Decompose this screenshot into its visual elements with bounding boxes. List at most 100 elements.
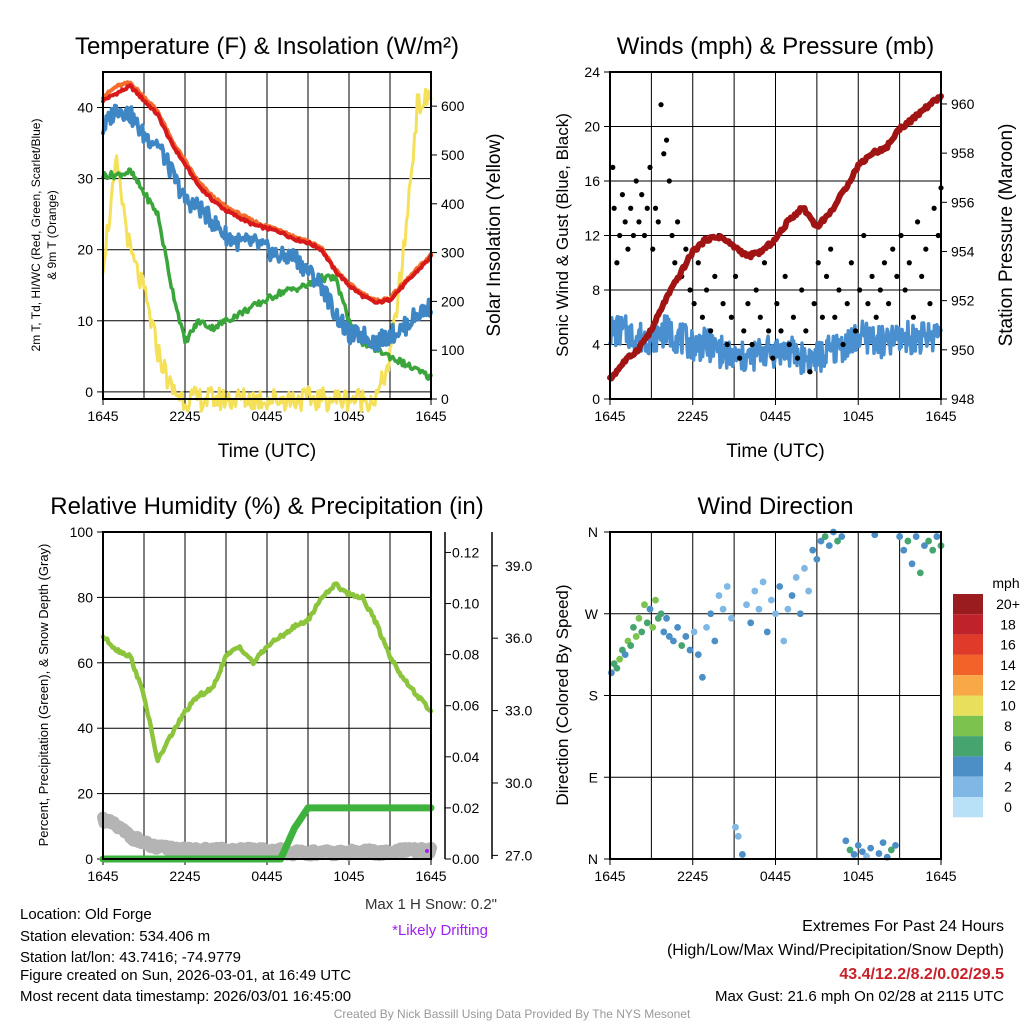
legend-label: 20+ [996,596,1020,612]
wind-direction-point [817,537,825,545]
gust-point [737,355,743,361]
wind-direction-point [734,832,742,840]
legend-label: 14 [1000,657,1016,673]
y-tick-label: 4 [592,337,600,353]
wind-direction-point [723,583,731,590]
gust-point [658,102,664,108]
2m-temperature-line [101,83,433,305]
gust-point [848,260,854,266]
wind-direction-point [616,655,624,663]
gust-point [931,205,937,211]
y-tick-label: 60 [77,655,93,671]
y-tick-label: 20 [77,242,93,258]
wind-direction-point [858,848,866,856]
gust-point [840,341,846,348]
solar-axis-tick-label: 100 [441,342,465,358]
relative-humidity-line [100,581,434,764]
gust-point [778,328,784,334]
x-tick-label: 2245 [169,408,200,424]
wind-direction-point [732,823,739,831]
gust-point [628,205,634,211]
legend-label: 8 [1004,718,1012,734]
wind-direction-point [694,651,702,659]
gust-point [625,246,631,252]
gust-point [873,314,879,320]
gust-point [749,341,755,348]
chart-title: Winds (mph) & Pressure (mb) [617,33,934,60]
gust-point [630,232,637,239]
x-tick-label: 1045 [843,868,874,884]
gust-point [687,287,693,293]
chart-title: Temperature (F) & Insolation (W/m²) [75,33,459,60]
gust-point [906,260,912,266]
legend-swatch [953,654,983,676]
solar-axis-tick-label: 600 [441,98,465,114]
plot-border [102,531,432,860]
gust-point [650,246,656,252]
wind-direction-point [776,583,784,590]
wind-direction-point [621,651,629,659]
wind-direction-point [660,628,668,636]
wind-direction-point [825,542,833,550]
y-tick-label: 20 [77,786,93,802]
legend-label: 18 [1000,616,1016,632]
x-axis-title: Time (UTC) [726,441,825,462]
wind-direction-point [801,564,808,572]
credit: Created By Nick Bassill Using Data Provi… [333,1007,691,1021]
wind-direction-point [933,533,941,540]
x-tick-label: 1645 [415,408,446,424]
gust-point [794,355,801,361]
x-tick-label: 1645 [925,408,956,424]
gust-point [753,287,759,293]
solar-axis-tick-label: 300 [441,245,465,261]
wind-direction-point [788,592,796,599]
snow-axis-tick-label: 27.0 [505,847,532,863]
gust-point [720,301,726,307]
wind-direction-point [613,664,621,672]
gust-point [703,287,710,293]
gust-point [663,137,670,143]
wind-direction-point [892,841,899,849]
wind-direction-point [643,619,651,627]
gust-point [633,178,639,184]
wind-direction-point [755,605,763,613]
legend-swatch [953,675,983,696]
wind-direction-point [727,614,735,622]
y-axis-title-right: Solar Insolation (Yellow) [484,133,505,336]
wind-direction-point [821,533,829,540]
wind-direction-point [813,555,821,563]
solar-axis-tick-label: 0 [441,391,449,407]
y-axis-title-right: Station Pressure (Maroon) [996,124,1017,347]
gust-point [902,287,908,293]
gust-point [815,260,821,266]
wind-direction-point [904,537,912,545]
x-tick-label: 0445 [760,868,791,884]
gust-point [699,314,706,320]
gust-point [890,246,896,252]
x-tick-label: 2245 [169,868,200,884]
y-tick-label: N [588,851,598,867]
legend-swatch [953,634,983,655]
y-tick-label: N [588,524,598,540]
wind-direction-point [875,850,883,857]
x-tick-label: 1645 [925,868,956,884]
wind-direction-point [805,587,812,595]
wind-chill-line [101,103,433,352]
station-location: Location: Old Forge [20,906,152,923]
wind-direction-point [630,623,637,631]
gust-point [832,314,838,320]
legend-swatch [953,695,983,716]
pressure-axis-tick-label: 958 [951,145,975,161]
wind-direction-point [747,619,755,627]
gust-point [819,314,825,320]
max-snow-annotation: Max 1 H Snow: 0.2" [364,896,497,913]
x-tick-label: 2245 [677,408,708,424]
y-axis-title-left-line2: & 9m T (Orange) [45,190,59,280]
wind-direction-point [838,533,846,540]
gust-point [803,328,809,334]
station-elevation: Station elevation: 534.406 m [20,928,211,945]
gust-point [923,246,929,252]
extremes-title: Extremes For Past 24 Hours [802,918,1004,935]
wind-direction-point [925,537,932,545]
gust-point [610,164,616,170]
